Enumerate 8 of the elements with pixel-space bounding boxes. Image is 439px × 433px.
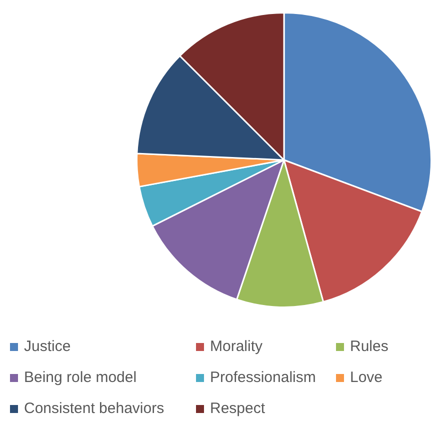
legend-label: Consistent behaviors <box>24 400 164 417</box>
legend-label: Rules <box>350 338 388 355</box>
legend-label: Respect <box>210 400 266 417</box>
legend-label: Professionalism <box>210 369 316 386</box>
legend-label: Love <box>350 369 383 386</box>
legend-label: Being role model <box>24 369 137 386</box>
legend-label: Justice <box>24 338 71 355</box>
legend-label: Morality <box>210 338 263 355</box>
